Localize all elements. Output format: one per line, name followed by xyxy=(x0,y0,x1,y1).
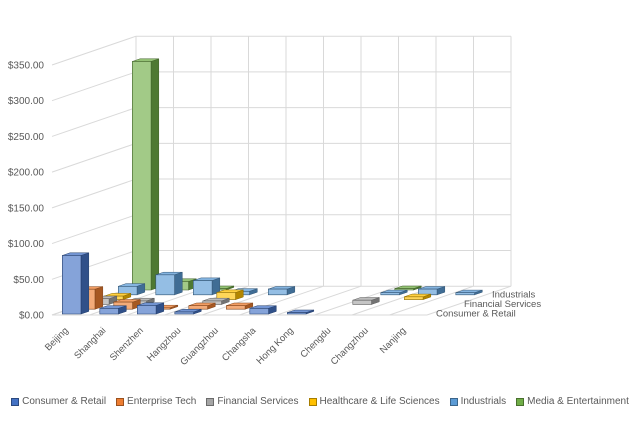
bar-consumer-retail-changsha xyxy=(249,307,269,315)
bar-industrials-chengdu xyxy=(380,292,400,296)
floor-gridline xyxy=(389,285,474,316)
y-tick-label: $100.00 xyxy=(8,239,45,250)
side-wall-gridline xyxy=(51,71,137,102)
y-tick-label: $200.00 xyxy=(8,168,45,179)
y-tick-label: $350.00 xyxy=(8,61,45,72)
y-tick-label: $0.00 xyxy=(19,311,44,322)
chart-plot-area: $0.00 $50.00 $100.00 $150.00 $200.00 $250.00 $… xyxy=(8,35,541,368)
legend-label: Industrials xyxy=(460,396,507,407)
side-wall-gridline xyxy=(51,178,137,209)
bar-consumer-retail-hong-kong xyxy=(286,312,307,315)
bar-industrials-guangzhou xyxy=(267,288,288,296)
legend-swatch xyxy=(516,397,525,406)
legend-item: Enterprise Tech xyxy=(116,396,196,407)
legend-swatch xyxy=(449,397,458,406)
side-wall-gridline xyxy=(51,214,137,245)
legend-label: Healthcare & Life Sciences xyxy=(319,396,440,407)
bar-media-entertainment-chengdu xyxy=(394,288,414,291)
bar-media-entertainment-beijing xyxy=(132,61,152,291)
legend-label: Consumer & Retail xyxy=(22,396,107,407)
depth-axis-label: Consumer & Retail xyxy=(436,309,516,320)
x-category-label: Changzhou xyxy=(329,325,371,367)
bar-industrials-shanghai-side xyxy=(174,271,183,296)
bar-enterprise-tech-beijing-side xyxy=(94,286,104,310)
legend-item: Consumer & Retail xyxy=(11,396,106,407)
depth-axis-label: Financial Services xyxy=(464,299,541,310)
y-tick-label: $50.00 xyxy=(13,275,44,286)
bar-media-entertainment-beijing-side xyxy=(150,58,160,291)
y-tick-label: $250.00 xyxy=(8,132,45,143)
y-tick-label: $150.00 xyxy=(8,203,45,214)
x-category-label: Chengdu xyxy=(298,325,333,360)
x-category-label: Beijing xyxy=(43,325,71,353)
legend-item: Financial Services xyxy=(206,396,299,407)
bar-consumer-retail-hangzhou xyxy=(174,311,194,315)
chart-legend: Consumer & Retail Enterprise Tech Financia… xyxy=(0,396,640,407)
x-category-label: Hong Kong xyxy=(254,325,295,366)
floor-gridline xyxy=(276,285,362,316)
x-category-label: Nanjing xyxy=(378,325,409,356)
legend-item: Healthcare & Life Sciences xyxy=(308,396,440,407)
bar-enterprise-tech-hangzhou xyxy=(188,305,208,310)
bar-healthcare-life-sciences-changzhou xyxy=(403,296,424,300)
bar-industrials-nanjing xyxy=(455,292,475,296)
bar-consumer-retail-beijing xyxy=(61,255,82,315)
x-category-label: Shenzhen xyxy=(108,325,146,363)
bar-industrials-shanghai xyxy=(155,274,175,296)
legend-label: Enterprise Tech xyxy=(127,396,197,407)
bar-industrials-shenzhen xyxy=(193,280,213,296)
side-wall-gridline xyxy=(51,107,137,137)
side-wall-gridline xyxy=(51,142,137,173)
bar-consumer-retail-beijing-side xyxy=(80,252,90,315)
x-category-label: Hangzhou xyxy=(145,325,183,363)
x-category-label: Shanghai xyxy=(72,325,108,361)
depth-axis-label: Industrials xyxy=(492,289,536,300)
bar-consumer-retail-shenzhen xyxy=(137,305,157,315)
legend-swatch xyxy=(11,397,20,406)
bar-enterprise-tech-guangzhou xyxy=(226,305,246,310)
bar-financial-services-chengdu xyxy=(352,299,372,305)
legend-label: Media & Entertainment xyxy=(527,396,629,407)
x-category-label: Changsha xyxy=(220,325,259,364)
legend-swatch xyxy=(116,397,125,406)
x-category-label: Guangzhou xyxy=(178,325,221,368)
legend-label: Financial Services xyxy=(217,396,299,407)
y-tick-label: $300.00 xyxy=(8,96,45,107)
side-wall-gridline xyxy=(51,35,137,66)
floor-gridline xyxy=(426,285,512,316)
legend-swatch xyxy=(206,397,215,406)
legend-item: Industrials xyxy=(449,396,507,407)
legend-item: Media & Entertainment xyxy=(516,396,629,407)
bar-consumer-retail-shanghai xyxy=(99,307,119,315)
legend-swatch xyxy=(308,397,317,406)
